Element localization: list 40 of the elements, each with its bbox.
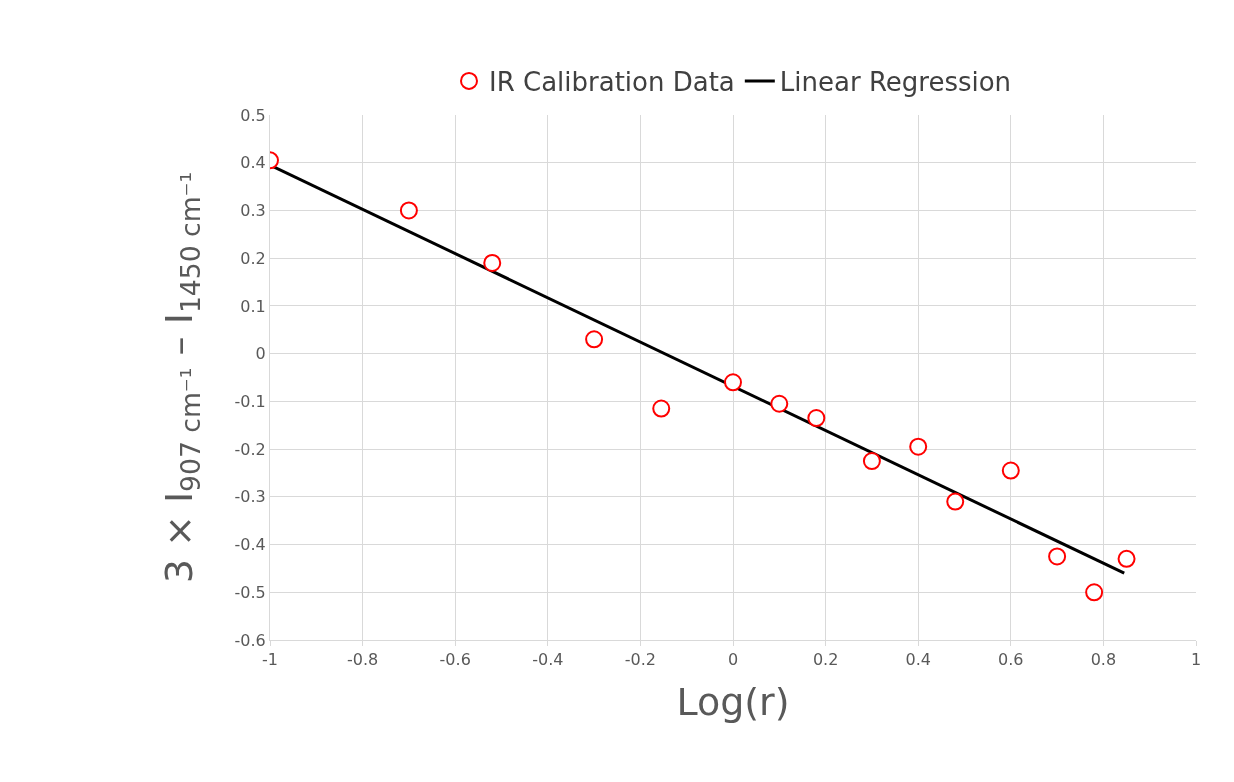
point xyxy=(1001,461,1020,480)
y-tick-label: 0.2 xyxy=(240,248,266,268)
x-tick-label: 0.8 xyxy=(1090,650,1117,670)
y-tick-label: 0.3 xyxy=(240,201,266,221)
point xyxy=(1085,583,1104,602)
point xyxy=(909,437,928,456)
x-tick-label: 0.4 xyxy=(905,650,931,670)
x-tick-label: -0.6 xyxy=(439,650,471,670)
y-tick-label: 0 xyxy=(255,344,266,364)
legend-label: Linear Regression xyxy=(779,67,1012,98)
point xyxy=(807,409,826,428)
x-tick-label: 0.2 xyxy=(812,650,839,670)
point xyxy=(946,492,965,511)
point xyxy=(652,399,671,418)
y-tick-label: 0.1 xyxy=(240,296,266,316)
y-tick-label: -0.6 xyxy=(234,630,266,650)
legend-label: IR Calibration Data xyxy=(489,67,735,98)
y-tick-label: 0.4 xyxy=(240,153,266,173)
x-tick-label: 0.6 xyxy=(998,650,1024,670)
x-tick-label: 1 xyxy=(1190,650,1202,670)
y-tick-label: -0.1 xyxy=(234,391,266,411)
point xyxy=(399,201,418,220)
y-tick-label: -0.2 xyxy=(234,439,266,459)
y-tick-label: -0.5 xyxy=(234,582,266,602)
x-tick-label: 0 xyxy=(727,650,739,670)
point xyxy=(1117,549,1136,568)
x-tick-label: -1 xyxy=(262,650,278,670)
y-tick-label: -0.3 xyxy=(234,487,266,507)
x-tick-label: -0.8 xyxy=(346,650,379,670)
point xyxy=(770,394,789,413)
point xyxy=(483,253,502,272)
point xyxy=(1048,547,1067,566)
x-axis-title: Log(r) xyxy=(676,680,790,725)
point xyxy=(585,330,604,349)
y-tick-label: -0.4 xyxy=(234,535,266,555)
y-tick-label: 0.5 xyxy=(240,105,266,125)
point xyxy=(862,452,881,471)
x-tick-label: -0.2 xyxy=(624,650,657,670)
point xyxy=(724,373,742,392)
x-tick-label: -0.4 xyxy=(532,650,564,670)
